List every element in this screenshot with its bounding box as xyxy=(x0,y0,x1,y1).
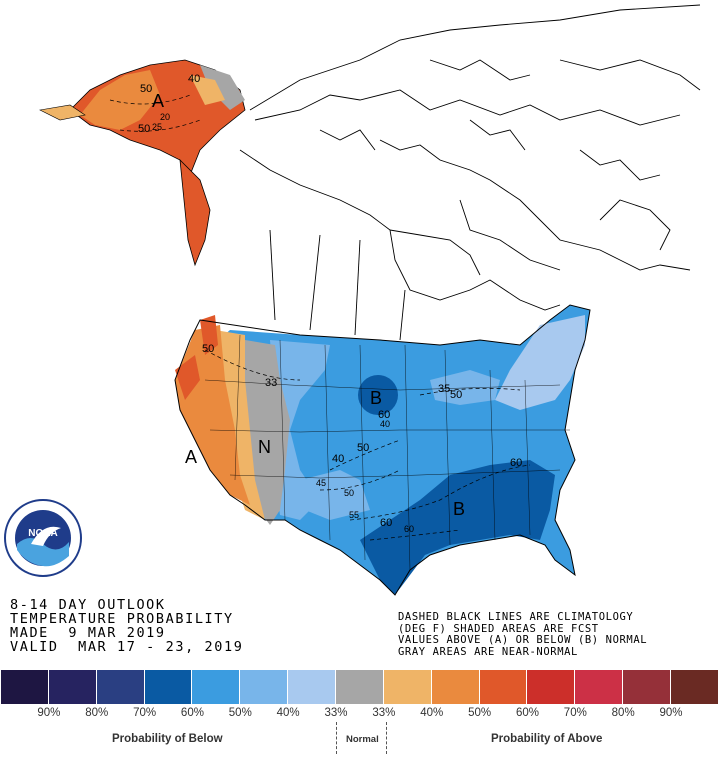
scale-swatch xyxy=(240,670,289,704)
contour-values: 50 40 20 25 50 50 33 35 50 60 40 50 40 4… xyxy=(138,73,522,534)
contour-label: 33 xyxy=(265,377,277,389)
percent-label: 80% xyxy=(85,707,109,719)
scale-swatch xyxy=(383,670,432,704)
normal-caption: Normal xyxy=(346,734,379,745)
percent-label: 40% xyxy=(420,707,444,719)
scale-swatch xyxy=(192,670,241,704)
outlook-made-date: MADE 9 MAR 2019 xyxy=(10,625,166,641)
south-below-label: B xyxy=(453,499,465,519)
contour-label: 55 xyxy=(349,510,359,520)
contour-label: 40 xyxy=(188,73,200,85)
contour-label: 25 xyxy=(152,122,162,132)
california-above-label: A xyxy=(185,447,197,467)
scale-swatch xyxy=(575,670,624,704)
percent-label: 70% xyxy=(563,707,587,719)
alaska-forecast xyxy=(39,59,246,267)
contour-label: 60 xyxy=(378,409,390,421)
canada-outline xyxy=(239,4,701,341)
below-caption: Probability of Below xyxy=(112,733,223,745)
contour-label: 60 xyxy=(404,524,414,534)
outlook-map: A A N B B 50 40 20 25 50 50 33 35 50 60 … xyxy=(39,4,701,596)
map-notes: DASHED BLACK LINES ARE CLIMATOLOGY (DEG … xyxy=(398,611,648,658)
scale-swatch xyxy=(336,670,384,704)
scale-swatch xyxy=(527,670,576,704)
scale-swatch xyxy=(96,670,145,704)
noaa-logo-text: NOAA xyxy=(28,528,57,539)
contour-label: 50 xyxy=(138,123,150,135)
alaska-above-label: A xyxy=(152,91,164,111)
percent-label: 80% xyxy=(611,707,635,719)
conus-forecast xyxy=(174,304,591,596)
note-line: GRAY AREAS ARE NEAR-NORMAL xyxy=(398,645,578,658)
contour-label: 40 xyxy=(380,419,390,429)
note-line: (DEG F) SHADED AREAS ARE FCST xyxy=(398,622,599,635)
percent-label: 90% xyxy=(659,707,683,719)
note-line: DASHED BLACK LINES ARE CLIMATOLOGY xyxy=(398,611,634,623)
region-labels: A A N B B xyxy=(152,91,465,519)
noaa-logo: NOAA xyxy=(4,499,82,577)
spacer xyxy=(1,707,25,719)
percent-label: 90% xyxy=(37,707,61,719)
scale-swatch xyxy=(1,670,49,704)
scale-swatch xyxy=(671,670,719,704)
normal-divider-right xyxy=(386,722,387,754)
contour-label: 50 xyxy=(202,343,214,355)
near-normal-label: N xyxy=(258,437,271,457)
scale-swatch xyxy=(479,670,528,704)
state-boundaries xyxy=(204,334,570,571)
probability-color-scale xyxy=(1,670,719,704)
percent-label: 60% xyxy=(180,707,204,719)
percent-label: 70% xyxy=(133,707,157,719)
percent-label: 33% xyxy=(324,707,348,719)
scale-swatch xyxy=(288,670,337,704)
normal-divider-left xyxy=(336,722,337,754)
contour-label: 35 xyxy=(438,383,450,395)
outlook-title: 8-14 DAY OUTLOOK xyxy=(10,597,166,613)
outlook-valid-range: VALID MAR 17 - 23, 2019 xyxy=(10,639,244,655)
contour-label: 50 xyxy=(357,442,369,454)
probability-percent-labels: 90% 80% 70% 60% 50% 40% 33% 33% 40% 50% 60% 70% 80% 9… xyxy=(1,707,719,719)
scale-swatch xyxy=(431,670,480,704)
contour-label: 50 xyxy=(450,389,462,401)
percent-label: 33% xyxy=(372,707,396,719)
contour-label: 40 xyxy=(332,453,344,465)
contour-label: 20 xyxy=(160,112,170,122)
contour-label: 45 xyxy=(316,478,326,488)
percent-label: 50% xyxy=(228,707,252,719)
contour-label: 50 xyxy=(140,83,152,95)
scale-swatch xyxy=(48,670,97,704)
note-line: VALUES ABOVE (A) OR BELOW (B) NORMAL xyxy=(398,634,648,646)
spacer xyxy=(695,707,719,719)
outlook-title-block: 8-14 DAY OUTLOOK TEMPERATURE PROBABILITY… xyxy=(10,598,243,654)
climatology-lines xyxy=(109,94,531,541)
contour-label: 50 xyxy=(344,488,354,498)
north-below-label: B xyxy=(370,388,382,408)
percent-label: 40% xyxy=(276,707,300,719)
percent-label: 50% xyxy=(468,707,492,719)
contour-label: 60 xyxy=(510,457,522,469)
scale-swatch xyxy=(623,670,672,704)
contour-label: 60 xyxy=(380,517,392,529)
scale-swatch xyxy=(144,670,193,704)
outlook-subtitle: TEMPERATURE PROBABILITY xyxy=(10,611,234,627)
percent-label: 60% xyxy=(515,707,539,719)
above-caption: Probability of Above xyxy=(491,733,603,745)
